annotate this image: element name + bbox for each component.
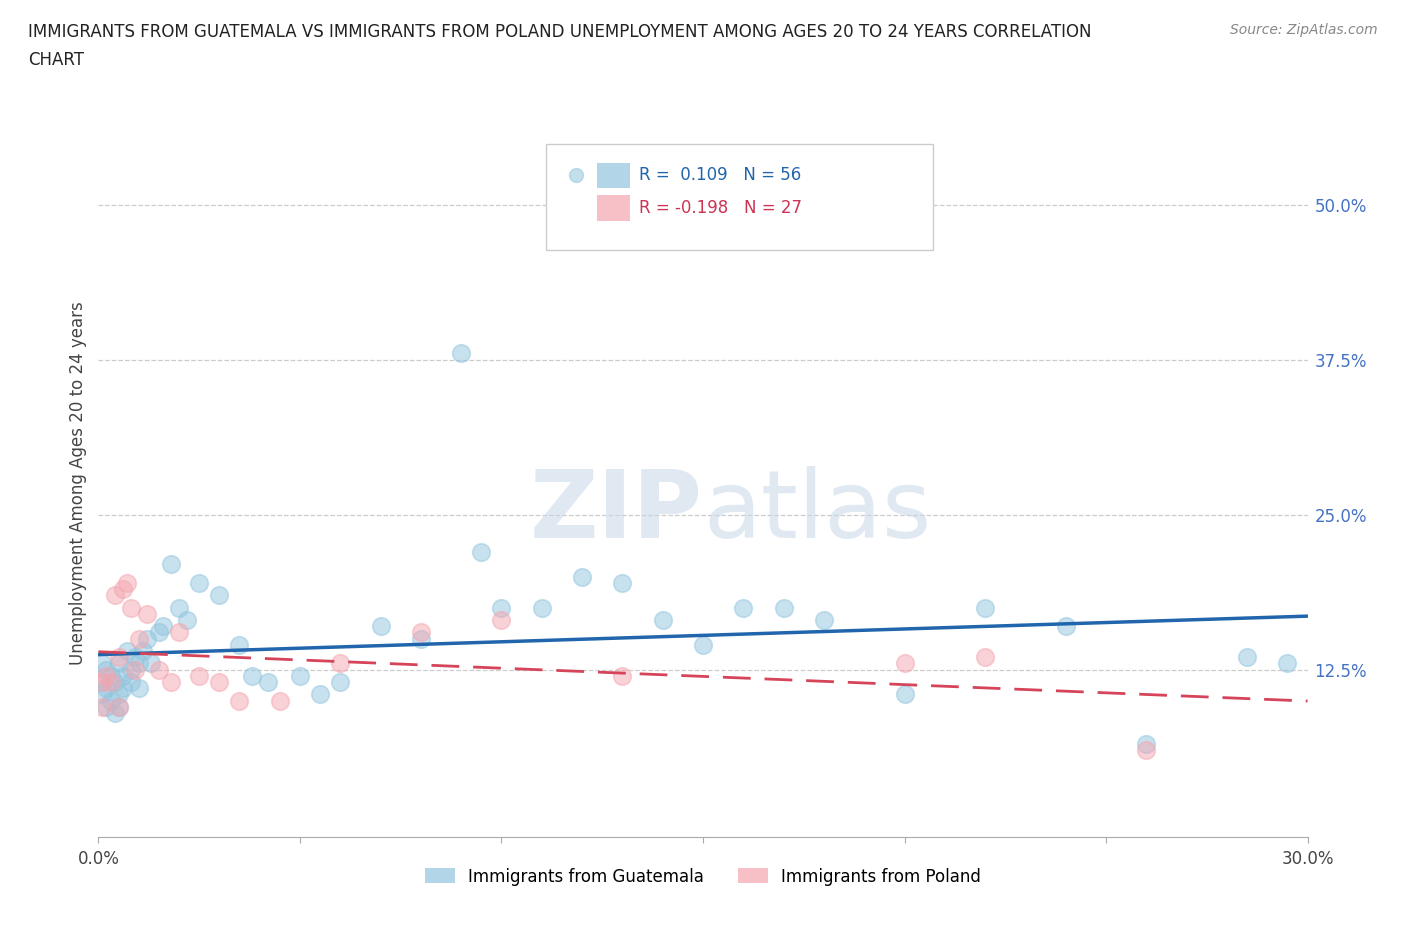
Point [530,600,553,615]
Text: Source: ZipAtlas.com: Source: ZipAtlas.com [1230,23,1378,37]
Point [107,687,129,702]
Point [111,681,134,696]
Point [111,581,134,596]
Point [107,699,129,714]
Point [96,699,118,714]
Point [409,631,432,646]
Text: R = -0.198   N = 27: R = -0.198 N = 27 [638,199,801,217]
Bar [596,195,630,220]
Point [152,618,174,633]
Text: ZIP: ZIP [530,466,703,558]
Y-axis label: Unemployment Among Ages 20 to 24 years: Unemployment Among Ages 20 to 24 years [69,301,87,666]
Point [491,613,513,628]
Point [450,346,472,361]
Point [91,674,114,689]
Point [176,613,198,628]
Point [288,669,311,684]
Point [409,625,432,640]
Legend: Immigrants from Guatemala, Immigrants from Poland: Immigrants from Guatemala, Immigrants fr… [419,861,987,892]
Point [208,588,231,603]
Point [974,650,997,665]
Point [115,576,138,591]
Point [115,644,138,658]
Point [329,674,352,689]
Point [96,662,118,677]
Point [107,650,129,665]
Point [103,674,125,689]
Text: CHART: CHART [28,51,84,69]
Point [128,681,150,696]
Point [692,637,714,652]
Point [120,674,142,689]
Point [132,644,155,658]
Point [1135,737,1157,751]
Point [1135,743,1157,758]
Point [733,600,755,615]
Point [893,687,915,702]
Point [91,674,114,689]
FancyBboxPatch shape [546,144,932,250]
Point [491,600,513,615]
Point [120,600,142,615]
Point [188,576,211,591]
Point [240,669,263,684]
Point [139,656,162,671]
Point [256,674,278,689]
Point [128,631,150,646]
Point [612,669,634,684]
Point [91,687,114,702]
Point [208,674,231,689]
Point [124,662,146,677]
Point [974,600,997,615]
Point [772,600,794,615]
Bar [596,163,630,188]
Point [96,681,118,696]
Point [309,687,332,702]
Point [107,699,129,714]
Point [167,625,190,640]
Point [91,656,114,671]
Point [228,637,250,652]
Text: atlas: atlas [703,466,931,558]
Point [188,669,211,684]
Point [269,693,291,708]
Text: IMMIGRANTS FROM GUATEMALA VS IMMIGRANTS FROM POLAND UNEMPLOYMENT AMONG AGES 20 T: IMMIGRANTS FROM GUATEMALA VS IMMIGRANTS … [28,23,1091,41]
Point [148,625,170,640]
Point [100,693,122,708]
Point [135,631,157,646]
Point [107,656,129,671]
Point [651,613,673,628]
Point [1277,656,1299,671]
Point [470,544,492,559]
Point [612,576,634,591]
Point [571,569,593,584]
Point [1236,650,1258,665]
Point [148,662,170,677]
Point [228,693,250,708]
Point [329,656,352,671]
Point [370,618,392,633]
Point [167,600,190,615]
Point [160,674,183,689]
Point [100,669,122,684]
Point [103,706,125,721]
Point [103,588,125,603]
Point [100,674,122,689]
Point [1054,618,1077,633]
Point [128,656,150,671]
Point [120,662,142,677]
Point [111,669,134,684]
Point [91,699,114,714]
Point [96,669,118,684]
Point [813,613,835,628]
Point [893,656,915,671]
Text: R =  0.109   N = 56: R = 0.109 N = 56 [638,166,801,184]
Point [135,606,157,621]
Point [124,650,146,665]
Point [160,557,183,572]
